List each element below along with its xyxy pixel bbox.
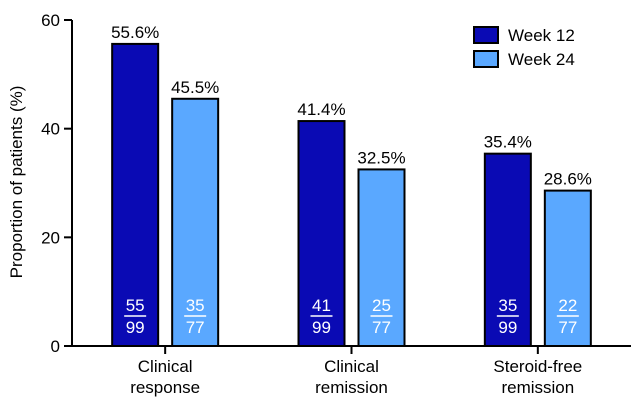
legend-label: Week 24 bbox=[508, 50, 575, 69]
y-tick-label: 20 bbox=[41, 228, 60, 247]
bar bbox=[171, 97, 220, 347]
x-category-label: Clinical bbox=[138, 357, 193, 376]
bar-denominator-label: 77 bbox=[186, 318, 205, 337]
bar-denominator-label: 99 bbox=[312, 318, 331, 337]
x-category-label: response bbox=[130, 378, 200, 397]
bar bbox=[483, 152, 532, 347]
bar-denominator-label: 99 bbox=[126, 318, 145, 337]
bars: 55.6% 55 99 45.5% 35 77 41.4% 41 99 32.5% 25 77 35.4… bbox=[111, 23, 592, 347]
bar-denominator-label: 77 bbox=[372, 318, 391, 337]
bar bbox=[297, 120, 346, 347]
y-axis-title: Proportion of patients (%) bbox=[7, 86, 26, 279]
y-tick-label: 0 bbox=[51, 337, 60, 356]
x-category-label: remission bbox=[315, 378, 388, 397]
legend-swatch bbox=[473, 26, 499, 44]
x-category-label: Clinical bbox=[324, 357, 379, 376]
bar-value-label: 55.6% bbox=[111, 23, 159, 42]
bar-denominator-label: 77 bbox=[558, 318, 577, 337]
x-category-label: remission bbox=[501, 378, 574, 397]
bar-numerator-label: 41 bbox=[312, 296, 331, 315]
bar-value-label: 41.4% bbox=[297, 100, 345, 119]
bar-denominator-label: 99 bbox=[498, 318, 517, 337]
legend-label: Week 12 bbox=[508, 26, 575, 45]
bar bbox=[543, 189, 592, 347]
bar-numerator-label: 22 bbox=[558, 296, 577, 315]
bar-value-label: 35.4% bbox=[484, 133, 532, 152]
legend-swatch bbox=[473, 50, 499, 68]
bar-value-label: 32.5% bbox=[357, 148, 405, 167]
bar-numerator-label: 25 bbox=[372, 296, 391, 315]
bar-value-label: 45.5% bbox=[171, 78, 219, 97]
y-tick-label: 40 bbox=[41, 120, 60, 139]
bar bbox=[111, 42, 160, 347]
bar-numerator-label: 35 bbox=[498, 296, 517, 315]
x-category-label: Steroid-free bbox=[493, 357, 582, 376]
bar-numerator-label: 35 bbox=[186, 296, 205, 315]
bar-value-label: 28.6% bbox=[544, 170, 592, 189]
bar-numerator-label: 55 bbox=[126, 296, 145, 315]
legend: Week 12 Week 24 bbox=[473, 26, 575, 69]
axes: 0 20 40 60 Clinical response Clinical remission… bbox=[41, 11, 631, 397]
y-tick-label: 60 bbox=[41, 11, 60, 30]
